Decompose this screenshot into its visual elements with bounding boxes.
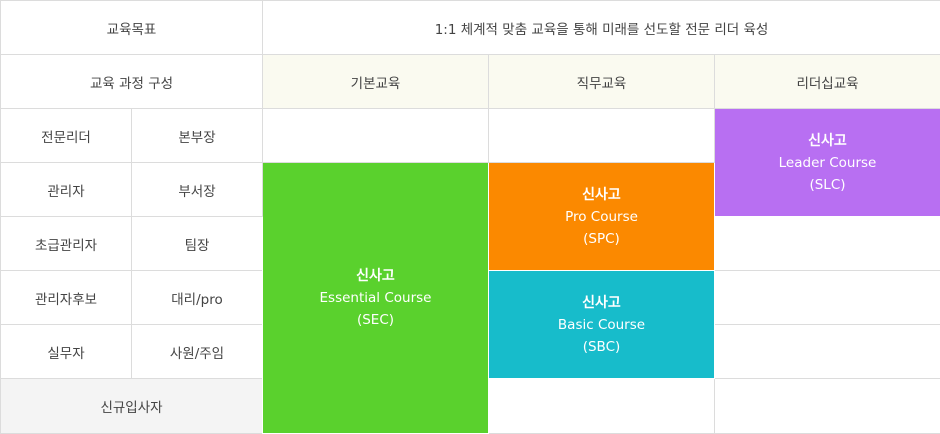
- column-header-job: 직무교육: [489, 55, 715, 109]
- course-slc: 신사고 Leader Course (SLC): [715, 109, 940, 217]
- course-sec-title: Essential Course: [263, 287, 488, 309]
- level-title: 부서장: [132, 163, 263, 217]
- empty-cell: [715, 217, 940, 271]
- level-title: 본부장: [132, 109, 263, 163]
- course-sbc: 신사고 Basic Course (SBC): [489, 271, 715, 379]
- empty-cell: [263, 109, 489, 163]
- empty-cell: [489, 379, 715, 434]
- level-role: 실무자: [1, 325, 132, 379]
- goal-text: 1:1 체계적 맞춤 교육을 통해 미래를 선도할 전문 리더 육성: [263, 1, 940, 55]
- course-sbc-name: 신사고: [489, 292, 714, 314]
- course-spc: 신사고 Pro Course (SPC): [489, 163, 715, 271]
- structure-label: 교육 과정 구성: [1, 55, 263, 109]
- course-slc-code: (SLC): [715, 174, 940, 196]
- column-header-leadership: 리더십교육: [715, 55, 940, 109]
- course-sec: 신사고 Essential Course (SEC): [263, 163, 489, 434]
- level-new-hire: 신규입사자: [1, 379, 263, 434]
- level-role: 전문리더: [1, 109, 132, 163]
- course-sbc-code: (SBC): [489, 336, 714, 358]
- course-spc-title: Pro Course: [489, 206, 714, 228]
- empty-cell: [715, 379, 940, 434]
- empty-cell: [715, 271, 940, 325]
- level-role: 관리자: [1, 163, 132, 217]
- empty-cell: [715, 325, 940, 379]
- level-title: 대리/pro: [132, 271, 263, 325]
- course-sec-code: (SEC): [263, 309, 488, 331]
- course-sbc-title: Basic Course: [489, 314, 714, 336]
- level-title: 사원/주임: [132, 325, 263, 379]
- course-slc-title: Leader Course: [715, 152, 940, 174]
- course-sec-name: 신사고: [263, 265, 488, 287]
- goal-label: 교육목표: [1, 1, 263, 55]
- course-spc-name: 신사고: [489, 184, 714, 206]
- level-title: 팀장: [132, 217, 263, 271]
- column-header-basic: 기본교육: [263, 55, 489, 109]
- course-spc-code: (SPC): [489, 228, 714, 250]
- level-role: 관리자후보: [1, 271, 132, 325]
- level-role: 초급관리자: [1, 217, 132, 271]
- course-slc-name: 신사고: [715, 130, 940, 152]
- empty-cell: [489, 109, 715, 163]
